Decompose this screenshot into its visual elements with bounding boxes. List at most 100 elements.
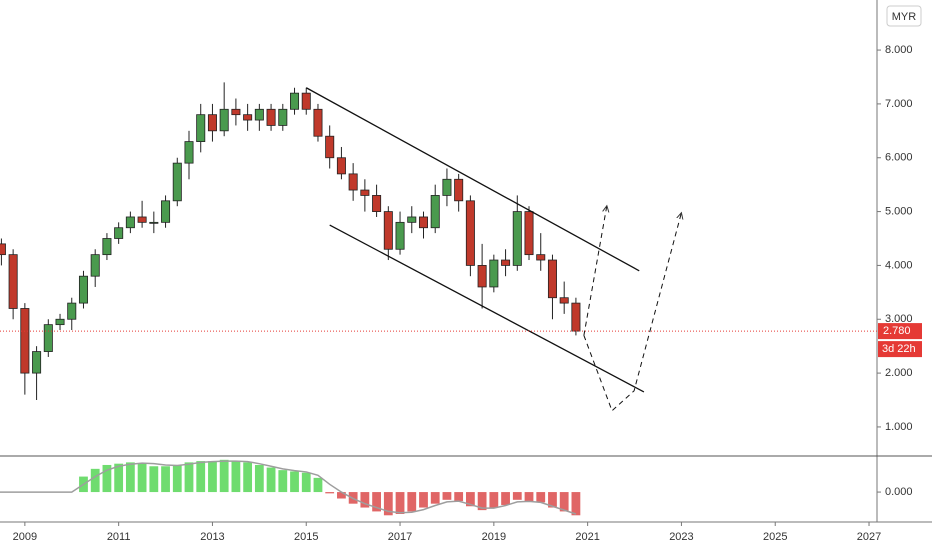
- candle-body: [102, 238, 112, 256]
- trend-line: [305, 87, 640, 272]
- candle-body: [243, 114, 253, 121]
- x-tick-label: 2011: [107, 531, 131, 543]
- histogram-bar: [419, 492, 428, 508]
- candle-body: [32, 351, 42, 374]
- candle-body: [149, 221, 159, 224]
- histogram-bar: [301, 472, 311, 493]
- candle-body: [78, 275, 88, 304]
- y-tick-label: 4.000: [885, 259, 913, 271]
- x-tick-label: 2019: [482, 531, 506, 543]
- histogram-bar: [372, 492, 381, 512]
- candle-body: [489, 259, 499, 288]
- candle-body: [313, 108, 323, 137]
- histogram-bar: [559, 492, 569, 512]
- y-tick-label: 2.000: [885, 367, 913, 379]
- histogram-bar: [407, 492, 417, 512]
- histogram-bar: [196, 461, 206, 493]
- candle-body: [231, 108, 241, 116]
- candle-body: [55, 318, 65, 326]
- candle-body: [20, 308, 30, 374]
- signal-line: [0, 460, 577, 515]
- candle-body: [512, 211, 522, 266]
- x-tick-label: 2013: [200, 531, 224, 543]
- y-tick-label: 0.000: [885, 486, 913, 498]
- candle-body: [67, 302, 77, 320]
- histogram-bar: [442, 492, 452, 500]
- histogram-bar: [208, 461, 217, 493]
- candle-body: [336, 157, 346, 175]
- y-tick-label: 6.000: [885, 152, 913, 164]
- histogram-bar: [524, 492, 534, 502]
- candle-body: [571, 302, 581, 332]
- candle-body: [219, 108, 229, 132]
- histogram-bar: [219, 459, 229, 493]
- histogram-bar: [125, 462, 135, 493]
- histogram-bar: [548, 492, 557, 508]
- candle-body: [125, 216, 135, 229]
- histogram-bar: [383, 492, 393, 516]
- candle-body: [372, 195, 382, 212]
- y-tick-label: 1.000: [885, 421, 913, 433]
- candle-body: [0, 243, 6, 256]
- histogram-bar: [536, 492, 546, 503]
- currency-box[interactable]: [886, 5, 922, 27]
- histogram-bar: [149, 466, 159, 493]
- projection-line: [583, 213, 682, 412]
- histogram-bar: [137, 463, 147, 493]
- countdown-box: [878, 341, 922, 358]
- histogram-bar: [501, 492, 510, 505]
- candle-body: [90, 254, 100, 277]
- x-tick-label: 2027: [857, 531, 881, 543]
- x-tick-label: 2025: [763, 531, 787, 543]
- histogram-bar: [90, 468, 100, 493]
- histogram-bar: [430, 492, 440, 504]
- histogram-bar: [243, 462, 253, 493]
- x-tick-label: 2009: [13, 531, 37, 543]
- histogram-bar: [102, 464, 112, 493]
- histogram-bar: [360, 492, 370, 508]
- x-tick-label: 2017: [388, 531, 412, 543]
- projection-line: [583, 206, 607, 336]
- histogram-bar: [290, 471, 299, 493]
- candle-body: [172, 162, 182, 202]
- candle-body: [477, 265, 487, 288]
- candle-body: [290, 92, 300, 110]
- candle-body: [360, 189, 370, 196]
- histogram-bar: [254, 464, 264, 493]
- histogram-bar: [161, 466, 170, 493]
- candle-body: [137, 216, 147, 223]
- candle-body: [395, 221, 405, 250]
- x-tick-label: 2023: [669, 531, 693, 543]
- y-tick-label: 7.000: [885, 98, 913, 110]
- x-tick-label: 2021: [575, 531, 599, 543]
- candle-body: [325, 135, 335, 159]
- candle-body: [536, 254, 546, 261]
- candle-body: [301, 92, 311, 110]
- trend-line: [329, 224, 645, 393]
- candle-body: [465, 200, 475, 266]
- candle-body: [407, 216, 417, 223]
- candle-body: [559, 297, 569, 304]
- candle-body: [524, 211, 534, 256]
- candle-body: [184, 141, 194, 164]
- candle-body: [114, 227, 124, 239]
- histogram-bar: [114, 463, 124, 493]
- histogram-bar: [184, 462, 194, 493]
- histogram-bar: [313, 477, 323, 493]
- histogram-bar: [454, 492, 464, 502]
- candle-body: [454, 178, 464, 202]
- candle-body: [254, 108, 264, 121]
- candle-body: [161, 200, 171, 223]
- y-tick-label: 5.000: [885, 205, 913, 217]
- x-tick-label: 2015: [294, 531, 318, 543]
- currency: MYR: [892, 11, 917, 23]
- histogram-bar: [477, 492, 487, 511]
- last-price-box: [878, 323, 922, 340]
- histogram-bar: [571, 492, 581, 516]
- histogram-bar: [266, 467, 276, 493]
- candle-body: [348, 173, 358, 191]
- histogram-bar: [512, 492, 522, 500]
- last-price-label: 2.780: [883, 325, 911, 337]
- candle-body: [207, 114, 217, 132]
